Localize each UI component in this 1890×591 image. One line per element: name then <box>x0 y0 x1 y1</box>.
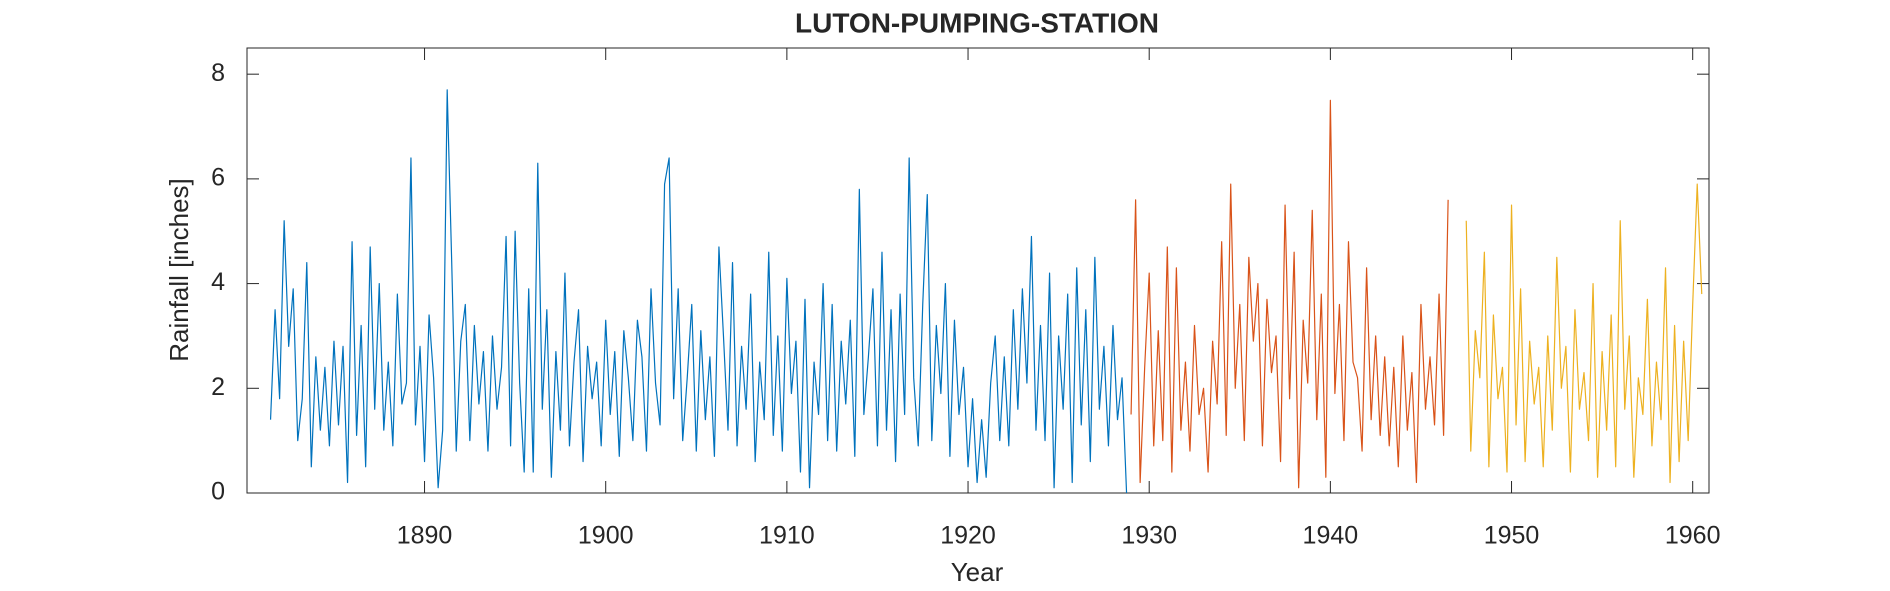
x-tick-label: 1940 <box>1303 522 1359 550</box>
x-tick-label: 1930 <box>1121 522 1177 550</box>
x-tick-label: 1920 <box>940 522 996 550</box>
x-tick-label: 1960 <box>1665 522 1721 550</box>
y-tick-label: 8 <box>211 59 225 87</box>
x-tick-label: 1950 <box>1484 522 1540 550</box>
rainfall-line <box>1465 183 1703 484</box>
y-tick-label: 0 <box>211 478 225 506</box>
y-tick-label: 6 <box>211 163 225 191</box>
y-tick-label: 2 <box>211 373 225 401</box>
y-axis-label: Rainfall [inches] <box>164 178 194 362</box>
y-tick-label: 4 <box>211 268 225 296</box>
chart-title: LUTON-PUMPING-STATION <box>795 7 1159 38</box>
x-axis-label: Year <box>951 557 1004 587</box>
x-tick-label: 1900 <box>578 522 634 550</box>
rainfall-line <box>269 89 1128 494</box>
x-tick-label: 1890 <box>397 522 453 550</box>
plot-area <box>246 47 1710 494</box>
x-tick-label: 1910 <box>759 522 815 550</box>
rainfall-line <box>1130 99 1449 489</box>
